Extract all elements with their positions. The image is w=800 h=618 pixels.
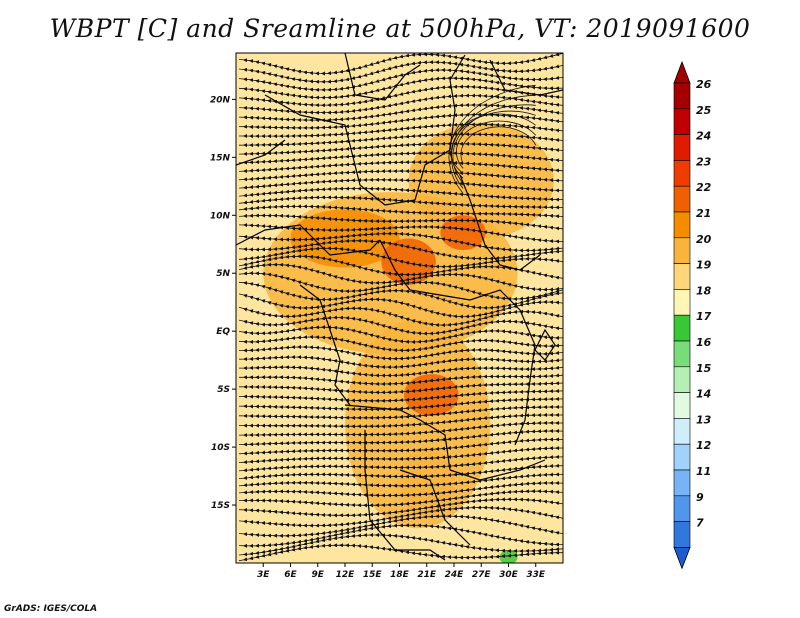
border-line — [514, 309, 536, 446]
colorbar-cell — [673, 366, 691, 393]
lat-tick-label: 20N — [210, 95, 231, 105]
streamline — [238, 213, 563, 231]
streamline — [452, 104, 536, 184]
border-line — [344, 404, 451, 471]
latitude-axis: 20N 15N 10N 5N EQ 5S 10S 15S — [210, 95, 236, 511]
border-line — [489, 59, 563, 96]
streamline — [460, 126, 537, 164]
wbpt-region — [381, 238, 436, 285]
colorbar-label: 24 — [696, 130, 711, 143]
longitude-axis: 3E 6E 9E 12E 15E 18E 21E 24E 27E 30E 33E — [257, 563, 546, 580]
border-line — [534, 328, 556, 361]
colorbar-cell — [673, 314, 691, 342]
colorbar-label: 26 — [696, 78, 712, 91]
colorbar-label: 21 — [696, 207, 711, 220]
streamline — [238, 169, 563, 183]
streamline — [238, 543, 563, 562]
border-line — [299, 284, 351, 406]
border-line — [344, 53, 421, 101]
colorbar-label: 17 — [696, 310, 712, 323]
streamline — [451, 94, 536, 189]
border-line — [379, 239, 521, 311]
lon-tick-label: 27E — [472, 570, 492, 580]
colorbar-cell — [673, 418, 691, 445]
colorbar-label: 23 — [696, 155, 712, 168]
lat-tick-label: 10N — [210, 211, 231, 221]
colorbar-label: 14 — [696, 388, 711, 401]
colorbar-label: 25 — [696, 104, 712, 117]
colorbar-cell — [673, 495, 691, 522]
colorbar-cell — [673, 185, 691, 213]
country-borders — [236, 53, 563, 561]
chart-title: WBPT [C] and Sreamline at 500hPa, VT: 20… — [49, 14, 751, 43]
map-area[interactable] — [235, 52, 564, 564]
border-line — [236, 139, 286, 166]
colorbar-label: 16 — [696, 336, 712, 349]
border-line — [264, 54, 466, 206]
streamline — [456, 120, 537, 169]
streamline-layer — [238, 53, 563, 562]
colorbar-cell — [673, 211, 691, 239]
credit-text: GrADS: IGES/COLA — [4, 604, 98, 614]
colorbar-cell — [673, 289, 691, 316]
wbpt-region — [499, 550, 518, 563]
lon-tick-label: 3E — [257, 570, 270, 580]
colorbar-label: 22 — [696, 181, 712, 194]
lon-tick-label: 6E — [284, 570, 297, 580]
lon-tick-label: 30E — [499, 570, 519, 580]
colorbar-label: 7 — [696, 517, 704, 530]
lat-tick-label: 15N — [210, 153, 231, 163]
colorbar-cell — [673, 340, 691, 368]
colorbar-bottom-arrow — [673, 547, 691, 570]
lat-tick-label: 15S — [211, 501, 230, 511]
colorbar-label: 15 — [696, 362, 712, 375]
colorbar-cell — [673, 392, 691, 419]
border-line — [449, 459, 546, 481]
border-line — [399, 469, 471, 546]
colorbar-cell — [673, 469, 691, 497]
lon-tick-label: 33E — [526, 570, 546, 580]
colorbar-cell — [673, 521, 691, 548]
colorbar-label: 11 — [696, 465, 711, 478]
colorbar-top-arrow — [673, 60, 691, 84]
lon-tick-label: 21E — [417, 570, 437, 580]
lon-tick-label: 24E — [445, 570, 465, 580]
colorbar-label: 20 — [696, 233, 712, 246]
colorbar-cell — [673, 108, 691, 135]
lon-tick-label: 9E — [312, 570, 325, 580]
colorbar-cell — [673, 443, 691, 471]
border-line — [236, 224, 381, 256]
colorbar-cell — [673, 134, 691, 161]
lat-tick-label: 5N — [216, 269, 230, 279]
lon-tick-label: 15E — [363, 570, 383, 580]
colorbar-label: 12 — [696, 439, 712, 452]
border-line — [364, 430, 446, 561]
colorbar-cell — [673, 82, 691, 110]
lon-tick-label: 18E — [390, 570, 410, 580]
lat-tick-label: 5S — [217, 385, 230, 395]
colorbar-label: 19 — [696, 259, 712, 272]
streamline — [238, 160, 563, 173]
border-line — [459, 174, 541, 271]
colorbar: 26 25 24 23 22 21 20 19 18 17 16 15 14 13 12 11 9 7 — [673, 60, 712, 570]
colorbar-cell — [673, 237, 691, 264]
colorbar-label: 13 — [696, 413, 712, 426]
colorbar-label: 9 — [696, 491, 704, 504]
colorbar-label: 18 — [696, 284, 712, 297]
lat-tick-label: EQ — [216, 327, 230, 337]
lon-tick-label: 12E — [336, 570, 356, 580]
colorbar-cell — [673, 263, 691, 290]
colorbar-cell — [673, 160, 691, 187]
lat-tick-label: 10S — [211, 443, 230, 453]
